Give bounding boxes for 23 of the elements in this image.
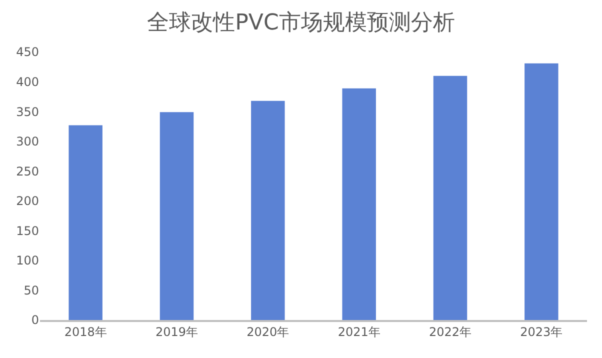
bar [68,125,102,320]
y-tick-label: 0 [31,313,39,328]
bar [524,63,558,320]
y-tick-label: 150 [16,224,39,238]
y-tick-label: 450 [16,45,39,60]
x-tick-label: 2021年 [338,325,380,340]
x-tick-label: 2018年 [64,325,107,340]
x-tick-label: 2020年 [246,325,290,340]
y-tick-label: 50 [24,283,39,298]
x-tick-label: 2023年 [520,325,563,340]
y-tick-label: 250 [16,164,39,178]
y-tick-label: 350 [16,104,39,119]
y-tick-label: 100 [16,254,39,268]
y-tick-label: 300 [16,134,39,149]
chart-title: 全球改性PVC市场规模预测分析 [147,10,455,36]
bar [251,100,285,320]
bar [342,88,376,320]
y-tick-label: 400 [16,74,39,89]
bar [160,112,194,320]
x-tick-label: 2019年 [155,325,198,340]
x-tick-label: 2022年 [428,325,472,340]
bar [433,76,468,320]
y-tick-label: 200 [16,194,39,208]
